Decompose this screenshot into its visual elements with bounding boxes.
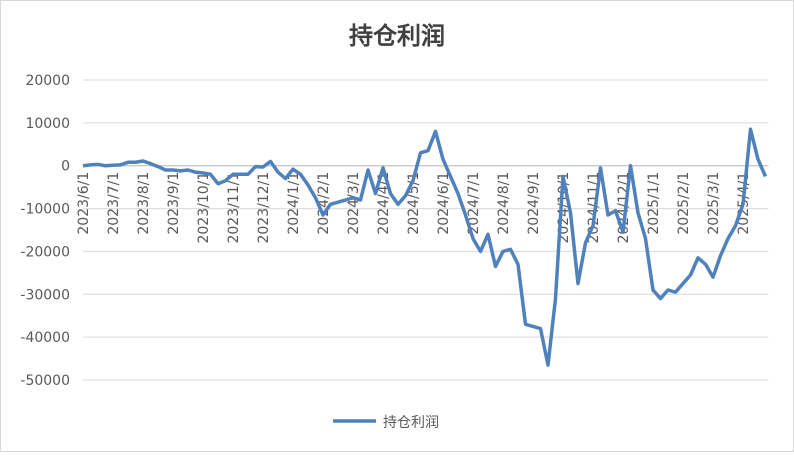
x-tick-label: 2024/7/1 <box>466 172 482 235</box>
y-tick-label: 10000 <box>25 116 70 132</box>
y-tick-label: -40000 <box>20 330 70 346</box>
x-tick-label: 2023/12/1 <box>256 172 272 244</box>
x-tick-label: 2024/2/1 <box>316 172 332 235</box>
x-tick-label: 2024/6/1 <box>436 172 452 235</box>
y-tick-label: -10000 <box>20 202 70 218</box>
x-tick-label: 2023/7/1 <box>106 172 122 235</box>
x-tick-label: 2023/6/1 <box>76 172 92 235</box>
x-tick-label: 2023/10/1 <box>196 172 212 244</box>
y-tick-label: 0 <box>61 159 70 175</box>
x-tick-label: 2024/8/1 <box>496 172 512 235</box>
legend-label: 持仓利润 <box>383 415 439 431</box>
chart-title: 持仓利润 <box>349 22 445 50</box>
x-tick-label: 2025/2/1 <box>676 172 692 235</box>
y-tick-label: -50000 <box>20 373 70 389</box>
x-tick-label: 2024/9/1 <box>526 172 542 235</box>
y-tick-label: -30000 <box>20 287 70 303</box>
data-line <box>82 127 768 367</box>
x-tick-label: 2023/8/1 <box>136 172 152 235</box>
x-tick-label: 2025/1/1 <box>646 172 662 235</box>
x-tick-label: 2024/1/1 <box>286 172 302 235</box>
y-tick-label: 20000 <box>25 73 70 89</box>
x-tick-label: 2024/3/1 <box>346 172 362 235</box>
y-tick-label: -20000 <box>20 244 70 260</box>
x-tick-label: 2025/3/1 <box>706 172 722 235</box>
x-tick-label: 2023/11/1 <box>226 172 242 244</box>
x-tick-label: 2023/9/1 <box>166 172 182 235</box>
